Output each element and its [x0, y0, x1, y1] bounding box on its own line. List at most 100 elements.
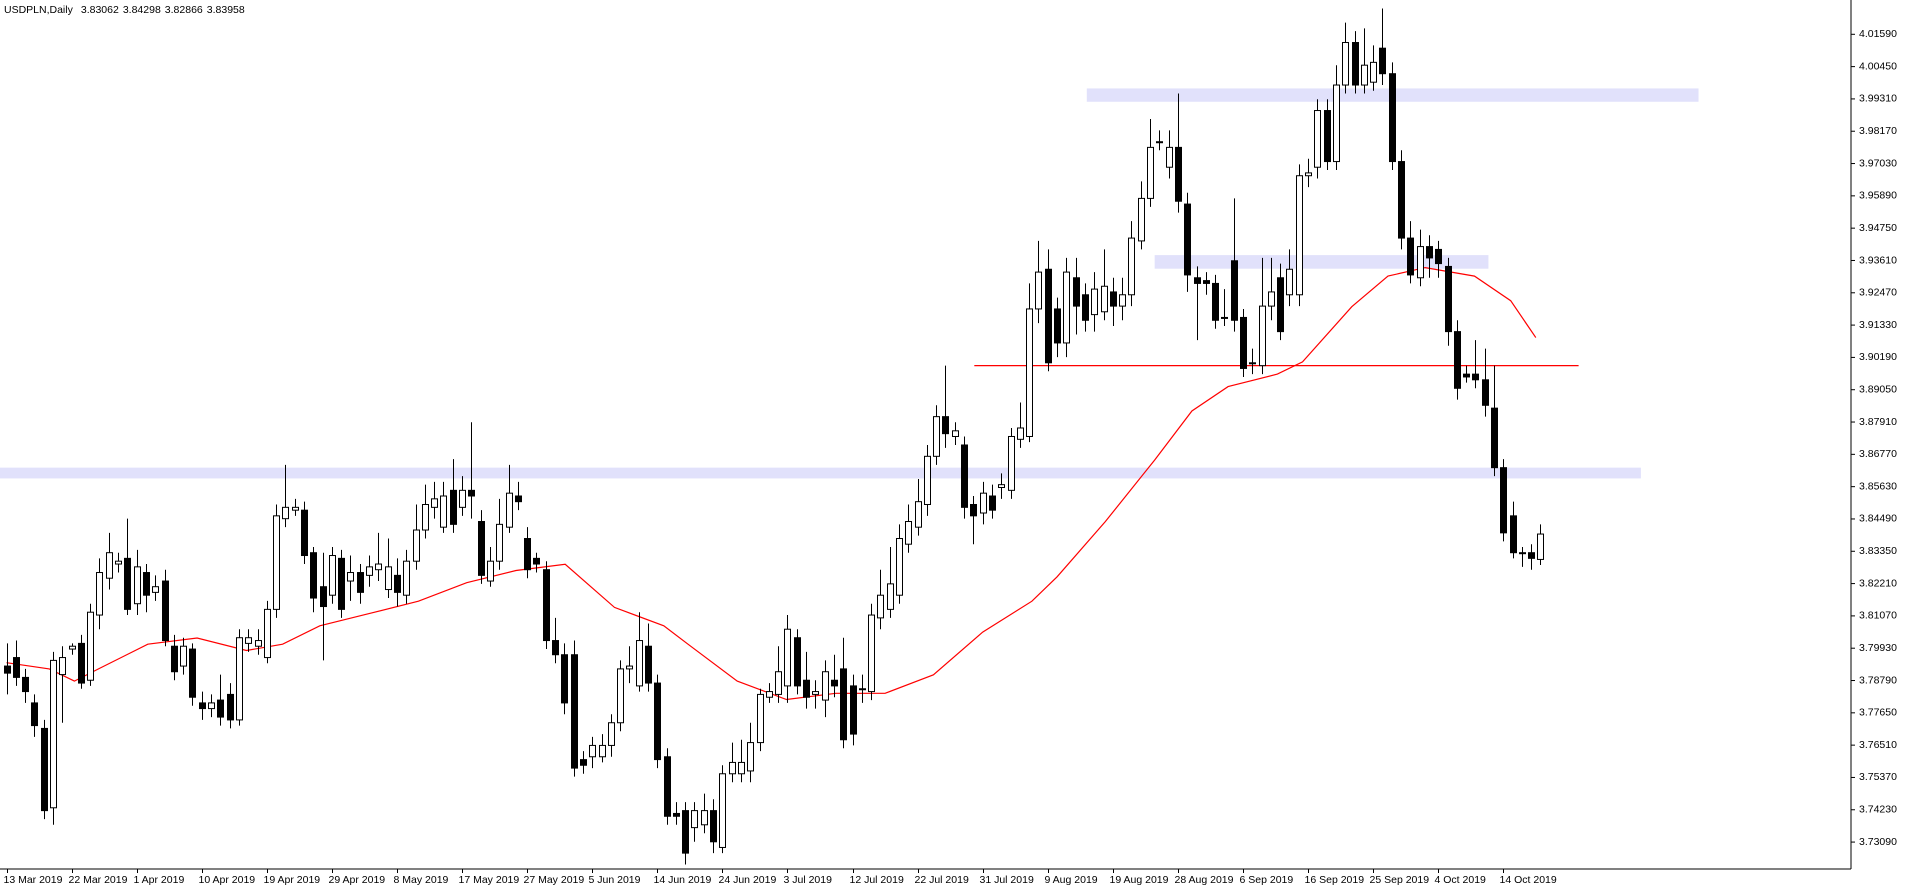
candle	[1221, 289, 1228, 326]
candle-body	[1482, 379, 1489, 406]
candle-body	[1017, 427, 1024, 440]
candle	[1082, 283, 1089, 332]
candle-body	[738, 761, 745, 775]
candle	[775, 646, 782, 703]
candle-body	[1389, 73, 1396, 163]
candle	[69, 643, 76, 655]
y-tick-label: 3.73090	[1859, 836, 1897, 848]
candle	[673, 802, 680, 825]
x-tick-label: 10 Apr 2019	[199, 874, 256, 886]
candle-body	[989, 495, 996, 511]
candle-body	[1184, 203, 1191, 276]
y-tick-label: 3.77650	[1859, 707, 1897, 719]
candle-body	[1119, 294, 1126, 307]
y-tick-label: 3.86770	[1859, 448, 1897, 460]
candle-body	[255, 640, 262, 647]
candle	[822, 660, 829, 718]
y-tick-label: 3.76510	[1859, 739, 1897, 751]
candle	[738, 739, 745, 783]
candle	[199, 691, 206, 720]
y-tick-label: 3.87910	[1859, 416, 1897, 428]
candle	[255, 629, 262, 655]
candle-body	[803, 679, 810, 698]
y-tick-label: 3.94750	[1859, 222, 1897, 234]
ohlc-value: 3.84298	[123, 4, 161, 16]
candle-body	[617, 668, 624, 724]
y-tick-label: 3.78790	[1859, 674, 1897, 686]
candle-body	[1221, 316, 1228, 319]
candle-body	[87, 611, 94, 681]
candle	[1035, 240, 1042, 324]
candle-body	[310, 552, 317, 599]
candle	[961, 436, 968, 519]
candle-body	[1333, 84, 1340, 163]
candle	[245, 629, 252, 652]
candle	[1184, 192, 1191, 292]
candle	[589, 736, 596, 769]
candle-body	[1379, 47, 1386, 75]
candle	[1333, 65, 1340, 171]
candle	[236, 629, 243, 726]
candle-body	[227, 693, 234, 721]
y-tick-label: 3.74230	[1859, 804, 1897, 816]
candle-body	[682, 810, 689, 854]
candle-body	[13, 657, 20, 678]
y-tick-label: 3.99310	[1859, 93, 1897, 105]
candle-body	[905, 521, 912, 545]
candle-body	[1147, 146, 1154, 199]
candle	[682, 802, 689, 865]
candle	[1231, 198, 1238, 332]
candle	[106, 532, 113, 590]
candle-body	[236, 637, 243, 721]
y-tick-label: 3.84490	[1859, 513, 1897, 525]
candle-body	[1203, 280, 1210, 284]
candle	[840, 637, 847, 749]
candle	[1119, 277, 1126, 321]
candle	[1240, 308, 1247, 377]
candle	[1073, 257, 1080, 335]
candle-body	[1426, 246, 1433, 259]
candle	[1277, 263, 1284, 341]
candle-body	[998, 484, 1005, 489]
candle	[905, 504, 912, 553]
candle	[803, 651, 810, 709]
candle-body	[292, 506, 299, 511]
candle	[989, 484, 996, 519]
x-tick-label: 17 May 2019	[459, 874, 520, 886]
candle	[747, 722, 754, 783]
candle-body	[840, 668, 847, 741]
candle-body	[571, 654, 578, 769]
candle	[506, 464, 513, 533]
candle-body	[645, 645, 652, 684]
candle-body	[942, 416, 949, 435]
candle	[1305, 158, 1312, 188]
candle-body	[915, 501, 922, 528]
candle	[608, 714, 615, 757]
candle-body	[1472, 373, 1479, 381]
candle-body	[543, 569, 550, 642]
candle-body	[1491, 407, 1498, 469]
candle	[1445, 257, 1452, 346]
candle-body	[1082, 294, 1089, 321]
candle-body	[115, 560, 122, 565]
candle-body	[134, 566, 141, 605]
candle	[1054, 297, 1061, 358]
candle	[134, 549, 141, 616]
y-tick-label: 3.75370	[1859, 771, 1897, 783]
candle	[664, 748, 671, 825]
candle	[1426, 235, 1433, 278]
candle	[162, 569, 169, 647]
candle	[1314, 99, 1321, 179]
candle-body	[22, 676, 29, 693]
x-tick-label: 27 May 2019	[524, 874, 585, 886]
candle-body	[1435, 248, 1442, 265]
candle	[766, 683, 773, 703]
candle-body	[794, 637, 801, 687]
candle	[1110, 277, 1117, 326]
candle-body	[171, 645, 178, 673]
candle	[1138, 181, 1145, 250]
candle-body	[1175, 146, 1182, 202]
candle-body	[1063, 271, 1070, 344]
